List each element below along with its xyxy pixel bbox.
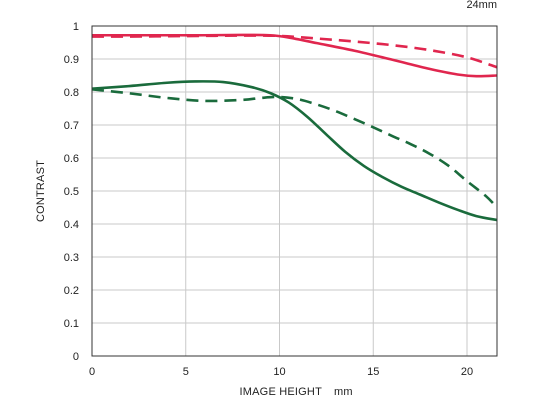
plot-border: [91, 25, 498, 357]
y-tick-label: 0.6: [64, 153, 79, 165]
grid: [91, 25, 497, 357]
y-tick-label: 0.7: [64, 120, 79, 132]
series-line-green-dashed: [92, 88, 497, 209]
series-line-green-solid: [92, 80, 497, 222]
y-tick-label: 0.1: [64, 318, 79, 330]
tick-labels: 00.10.20.30.40.50.60.70.80.910 5 10 15 20: [64, 21, 473, 378]
y-tick-label: 0.9: [64, 54, 79, 66]
y-axis-title: CONTRAST: [35, 160, 47, 222]
y-tick-label: 0: [73, 351, 79, 363]
y-tick-label: 1: [73, 21, 79, 33]
x-tick-label: 20: [461, 366, 473, 378]
y-tick-label: 0.8: [64, 87, 79, 99]
x-axis-title: IMAGE HEIGHT: [240, 386, 323, 398]
y-tick-label: 0.5: [64, 186, 79, 198]
y-tick-label: 0.2: [64, 285, 79, 297]
x-tick-label: 0: [89, 366, 95, 378]
series-lines: [92, 33, 497, 222]
x-axis-unit: mm: [334, 386, 353, 398]
y-tick-label: 0.3: [64, 252, 79, 264]
x-tick-label: 15: [367, 366, 379, 378]
series-line-red-solid: [92, 33, 497, 78]
y-tick-label: 0.4: [64, 219, 79, 231]
series-line-red-dashed: [92, 34, 497, 69]
focal-length-label: 24mm: [466, 0, 497, 11]
x-tick-label: 5: [183, 366, 189, 378]
x-tick-label: 10: [273, 366, 285, 378]
